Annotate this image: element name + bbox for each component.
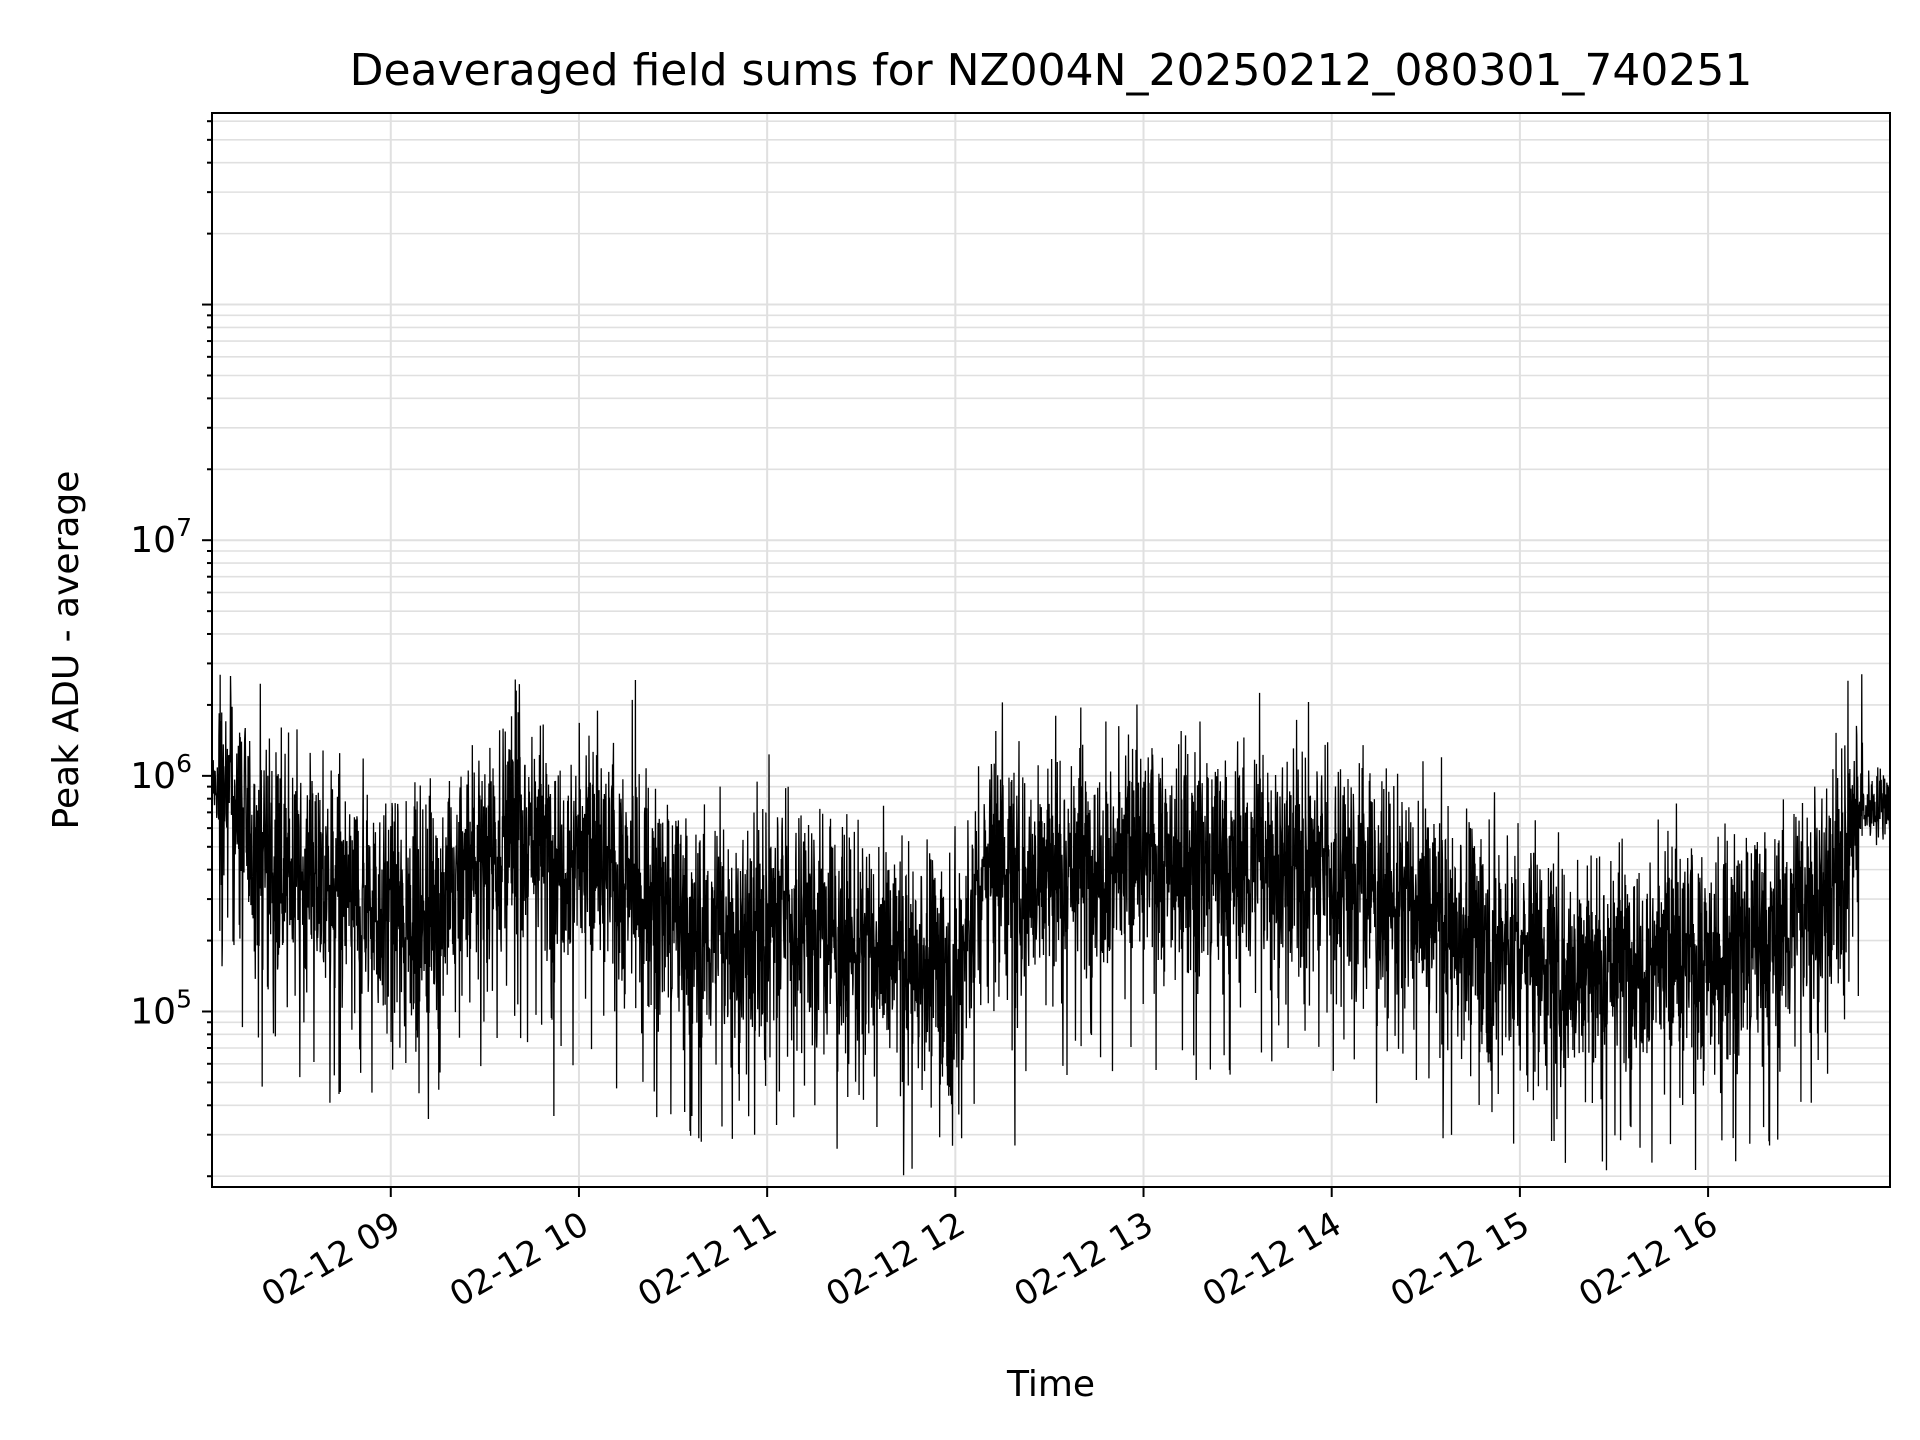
series-layer: [211, 674, 1891, 1176]
y-axis-label: Peak ADU - average: [46, 471, 87, 830]
y-tick-label: 105: [130, 985, 192, 1033]
x-axis-label: Time: [1006, 1364, 1095, 1405]
y-tick-label: 106: [130, 749, 192, 797]
series-line: [211, 674, 1891, 1176]
chart-title: Deaveraged field sums for NZ004N_2025021…: [350, 45, 1753, 96]
y-axis: 105 106 107: [130, 120, 212, 1178]
y-tick-label: 107: [130, 513, 192, 561]
plot-frame: [211, 112, 1891, 1188]
